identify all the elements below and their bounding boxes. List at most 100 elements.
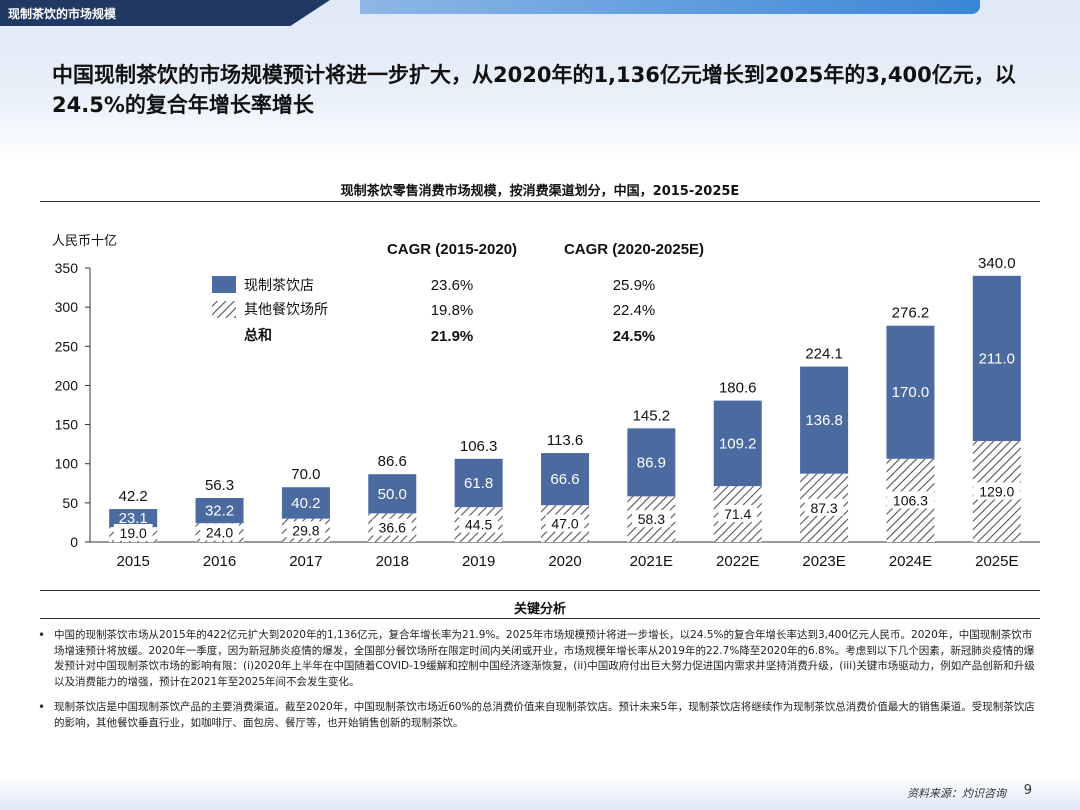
analysis-bullet: 中国的现制茶饮市场从2015年的422亿元扩大到2020年的1,136亿元，复合… xyxy=(36,628,1036,690)
x-tick-label: 2017 xyxy=(289,553,322,570)
y-tick-label: 100 xyxy=(55,456,79,472)
bar-store xyxy=(972,275,1021,442)
bar-store xyxy=(109,509,158,528)
cagr-value-2020-2025: 22.4% xyxy=(613,302,656,319)
bar-store xyxy=(195,498,244,524)
bar-store-value-label: 211.0 xyxy=(979,350,1015,367)
x-tick-label: 2015 xyxy=(116,553,149,570)
legend-label-other: 其他餐饮场所 xyxy=(244,302,328,318)
y-tick-label: 0 xyxy=(70,534,78,550)
bar-other-label-bg xyxy=(973,482,1021,500)
bar-other-label-bg xyxy=(886,491,934,509)
chart-title-rule xyxy=(40,201,1040,202)
cagr-value-2015-2020: 23.6% xyxy=(431,277,474,294)
bar-store xyxy=(281,487,330,519)
bar-store xyxy=(541,453,589,506)
analysis-top-rule xyxy=(40,590,1040,591)
bar-store-value-label: 32.2 xyxy=(205,503,234,520)
bar-other-value-label: 106.3 xyxy=(893,492,928,508)
y-tick-label: 350 xyxy=(55,260,79,276)
bar-other-label-bg xyxy=(718,505,758,523)
footer-background xyxy=(0,776,1080,810)
stacked-bar-chart: 0 50 100 150 200 250 300 350 19.023.1 42.2 2015 24… xyxy=(55,241,1040,570)
page-number: 9 xyxy=(1023,783,1032,798)
bar-store-value-label: 66.6 xyxy=(550,471,579,488)
cagr-value-2015-2020: 21.9% xyxy=(431,328,474,345)
header-background xyxy=(0,0,1080,160)
bar-store-value-label: 136.8 xyxy=(805,412,843,429)
bar-other-value-label: 58.3 xyxy=(638,511,665,527)
bar-total-label: 224.1 xyxy=(805,346,843,363)
y-tick-label: 200 xyxy=(55,377,79,393)
bar-store-value-label: 61.8 xyxy=(464,475,493,492)
bar-other-label-bg xyxy=(200,523,239,541)
chart-bars: 19.023.1 42.2 2015 24.0 32.2 56.3 2016 29.8 40.2… xyxy=(109,255,1021,570)
y-tick-label: 150 xyxy=(55,417,79,433)
bar-other-label-bg xyxy=(286,521,326,539)
legend-label-store: 现制茶饮店 xyxy=(244,278,314,294)
cagr-header-2015-2020: CAGR (2015-2020) xyxy=(387,241,517,258)
bar-total-label: 145.2 xyxy=(633,407,671,424)
cagr-value-2020-2025: 24.5% xyxy=(613,328,656,345)
bar-store-value-label: 109.2 xyxy=(719,435,757,452)
y-tick-label: 250 xyxy=(55,338,79,354)
bar-other-label-bg xyxy=(804,498,844,516)
bar-total-label: 106.3 xyxy=(460,438,498,455)
source-note: 资料来源：灼识咨询 xyxy=(907,787,1006,800)
bar-total-label: 86.6 xyxy=(378,453,407,470)
y-tick-label: 300 xyxy=(55,299,79,315)
legend-swatch-other xyxy=(212,301,236,318)
x-tick-label: 2016 xyxy=(203,553,236,570)
cagr-value-2015-2020: 19.8% xyxy=(431,302,474,319)
bar-total-label: 70.0 xyxy=(291,466,320,483)
bar-other-label-bg xyxy=(545,514,585,532)
bar-other-value-label: 71.4 xyxy=(724,506,751,522)
analysis-bullet: 现制茶饮店是中国现制茶饮产品的主要消费渠道。截至2020年，中国现制茶饮市场近6… xyxy=(36,700,1036,731)
bar-store xyxy=(454,458,503,508)
x-tick-label: 2019 xyxy=(462,553,495,570)
bar-total-label: 56.3 xyxy=(205,477,234,494)
bar-other-label-bg xyxy=(459,515,499,533)
bar-total-label: 340.0 xyxy=(978,255,1016,272)
bar-store xyxy=(368,474,417,514)
bar-other-label-bg xyxy=(631,510,671,528)
y-tick-label: 50 xyxy=(62,495,78,511)
bar-other-value-label: 24.0 xyxy=(206,525,233,541)
section-tab-label: 现制茶饮的市场规模 xyxy=(8,7,117,21)
bar-total-label: 180.6 xyxy=(719,380,757,397)
x-tick-label: 2024E xyxy=(889,553,932,570)
bar-store-value-label: 50.0 xyxy=(378,486,407,503)
cagr-value-2020-2025: 25.9% xyxy=(613,277,656,294)
bar-store-value-label: 86.9 xyxy=(637,454,666,471)
bar-other-value-label: 129.0 xyxy=(979,484,1014,500)
bar-other-value-label: 87.3 xyxy=(810,500,837,516)
x-tick-label: 2022E xyxy=(716,553,759,570)
bar-other-value-label: 29.8 xyxy=(292,522,319,538)
bar-store xyxy=(713,400,762,487)
analysis-title-rule xyxy=(40,618,1040,619)
bar-other-value-label: 36.6 xyxy=(379,520,406,536)
bar-other-label-bg xyxy=(372,518,412,536)
bar-store-value-label: 170.0 xyxy=(892,384,930,401)
section-tab: 现制茶饮的市场规模 xyxy=(0,0,330,26)
bar-store xyxy=(800,366,849,474)
bar-other-value-label: 19.0 xyxy=(120,525,147,541)
x-tick-label: 2025E xyxy=(975,553,1018,570)
x-tick-label: 2021E xyxy=(630,553,673,570)
bar-total-label: 113.6 xyxy=(547,432,583,449)
cagr-header-2020-2025: CAGR (2020-2025E) xyxy=(564,241,704,258)
analysis-title: 关键分析 xyxy=(513,602,566,617)
bar-other-value-label: 44.5 xyxy=(465,517,492,533)
header-accent-bar xyxy=(360,0,980,14)
bar-store xyxy=(886,325,935,459)
analysis-bullets: 中国的现制茶饮市场从2015年的422亿元扩大到2020年的1,136亿元，复合… xyxy=(36,628,1036,741)
bar-total-label: 42.2 xyxy=(119,488,148,505)
bar-store xyxy=(627,428,676,497)
page-headline: 中国现制茶饮的市场规模预计将进一步扩大，从2020年的1,136亿元增长到202… xyxy=(52,63,1016,117)
bar-store-value-label: 23.1 xyxy=(119,510,148,527)
legend-label-total: 总和 xyxy=(244,327,272,344)
x-tick-label: 2020 xyxy=(548,553,581,570)
legend-swatch-store xyxy=(212,276,236,293)
chart-title: 现制茶饮零售消费市场规模，按消费渠道划分，中国，2015-2025E xyxy=(340,184,740,199)
